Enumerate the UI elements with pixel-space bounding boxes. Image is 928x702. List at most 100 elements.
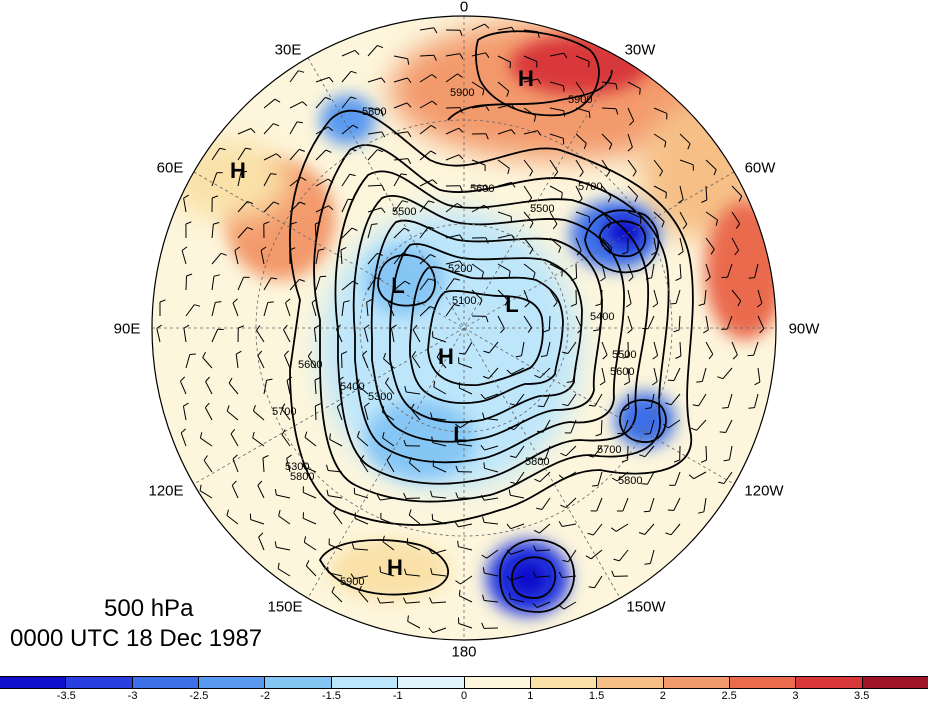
- colorbar-swatch: [663, 677, 730, 688]
- wind-barb-flag: [511, 234, 516, 241]
- wind-barb-flag: [534, 478, 541, 483]
- wind-barb-flag: [263, 221, 270, 225]
- wind-barb: [232, 302, 239, 317]
- polar-map: 5900 5900 5800 5700 5600 5500 5500 5400 …: [151, 15, 777, 641]
- wind-barb-flag: [391, 324, 397, 329]
- wind-barb: [180, 432, 187, 447]
- wind-barb-flag: [326, 464, 329, 471]
- wind-barb-flag: [663, 423, 669, 429]
- wind-barb: [523, 263, 536, 273]
- wind-barb-flag: [506, 369, 512, 375]
- wind-barb: [598, 315, 603, 330]
- wind-barb: [523, 130, 538, 135]
- wind-barb: [393, 252, 404, 265]
- wind-barb: [393, 173, 402, 187]
- wind-barb-flag: [305, 560, 310, 567]
- wind-barb-flag: [717, 376, 724, 380]
- wind-barb: [601, 81, 616, 85]
- wind-barb-flag: [652, 303, 658, 308]
- level-caption: 500 hPa: [104, 595, 194, 622]
- wind-barb-flag: [403, 492, 407, 499]
- contour-label: 5800: [618, 475, 642, 487]
- wind-barb-flag: [274, 489, 277, 496]
- wind-barb-flag: [485, 237, 489, 244]
- wind-barb: [432, 336, 447, 343]
- wind-barb: [622, 419, 629, 434]
- wind-barb: [341, 174, 351, 187]
- wind-barb: [445, 203, 458, 213]
- wind-barb-flag: [388, 298, 394, 304]
- wind-barb: [307, 356, 317, 369]
- wind-barb-flag: [552, 223, 558, 230]
- wind-barb-flag: [622, 355, 629, 359]
- wind-barb-flag: [661, 221, 665, 228]
- wind-barb-flag: [213, 222, 220, 225]
- wind-barb: [543, 393, 551, 407]
- wind-barb-flag: [429, 597, 433, 604]
- wind-barb: [549, 211, 558, 225]
- lon-label-30w: 30W: [624, 41, 656, 59]
- wind-barb-flag: [558, 474, 565, 480]
- wind-barb-flag: [407, 131, 412, 138]
- wind-barb: [431, 601, 447, 604]
- wind-barb: [278, 515, 291, 525]
- wind-barb-flag: [364, 324, 370, 329]
- wind-barb: [754, 263, 759, 278]
- wind-barb: [250, 519, 265, 525]
- wind-barb-flag: [625, 303, 632, 308]
- wind-barb-flag: [479, 299, 483, 306]
- contour-label: 5900: [568, 94, 592, 106]
- wind-barb-flag: [318, 248, 325, 251]
- wind-barb: [203, 460, 213, 473]
- wind-barb: [705, 445, 708, 461]
- wind-barb: [458, 546, 473, 551]
- contour-label: 5400: [590, 311, 614, 323]
- wind-barb: [354, 518, 369, 525]
- wind-barb: [515, 471, 525, 484]
- wind-barb-flag: [286, 376, 293, 381]
- wind-barb: [383, 358, 395, 369]
- wind-barb: [644, 445, 655, 458]
- wind-barb-flag: [250, 128, 256, 134]
- wind-barb: [363, 328, 369, 343]
- wind-barb-flag: [428, 548, 433, 555]
- wind-barb-flag: [271, 277, 278, 280]
- wind-barb: [410, 408, 421, 421]
- wind-barb: [497, 55, 511, 63]
- wind-barb-flag: [673, 329, 680, 333]
- wind-barb: [289, 70, 299, 83]
- wind-barb-flag: [506, 549, 512, 555]
- wind-barb-flag: [327, 178, 334, 184]
- contour-label: 5400: [340, 381, 364, 393]
- high-center-arctic: H: [438, 344, 454, 369]
- wind-barb: [313, 328, 317, 343]
- wind-barb-flag: [245, 147, 252, 150]
- wind-barb: [601, 367, 606, 382]
- wind-barb: [511, 367, 525, 375]
- wind-barb: [601, 185, 612, 198]
- wind-barb-flag: [404, 385, 407, 393]
- wind-barb: [289, 121, 298, 135]
- wind-barb: [649, 549, 655, 564]
- wind-barb: [653, 367, 658, 382]
- wind-barb-flag: [605, 171, 611, 177]
- wind-barb: [510, 549, 525, 555]
- wind-barb: [679, 211, 688, 225]
- wind-barb-flag: [381, 110, 384, 117]
- wind-barb: [488, 341, 499, 354]
- wind-barb: [406, 574, 421, 577]
- wind-barb-flag: [748, 407, 755, 409]
- wind-barb-flag: [343, 300, 350, 303]
- wind-barb-flag: [404, 568, 407, 575]
- wind-barb: [237, 227, 248, 239]
- wind-barb-flag: [350, 70, 357, 74]
- wind-barb-flag: [510, 129, 516, 135]
- wind-barb: [362, 354, 369, 369]
- wind-barb-flag: [675, 355, 682, 359]
- wind-barb: [277, 568, 291, 577]
- wind-barb-flag: [350, 96, 357, 100]
- wind-barb-flag: [509, 455, 517, 458]
- wind-barb: [341, 148, 351, 161]
- wind-barb: [200, 437, 213, 447]
- contour-label: 5100: [452, 295, 476, 307]
